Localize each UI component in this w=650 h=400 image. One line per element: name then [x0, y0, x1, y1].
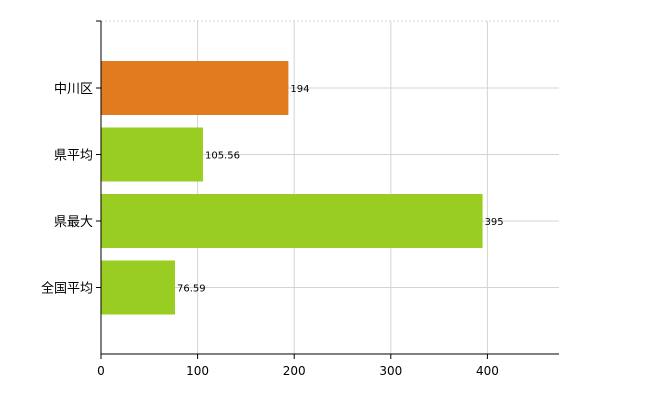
bar — [101, 260, 175, 315]
category-label: 県最大 — [54, 215, 93, 230]
data-label: 395 — [485, 217, 504, 228]
bar — [101, 194, 483, 248]
axes — [96, 20, 559, 359]
x-tick-label: 0 — [97, 364, 105, 378]
x-tick-label: 100 — [186, 364, 209, 378]
x-tick-label: 400 — [476, 364, 499, 378]
x-tick-label: 200 — [283, 364, 306, 378]
bar — [101, 61, 289, 115]
data-label: 76.59 — [177, 284, 206, 295]
category-label: 中川区 — [54, 82, 93, 97]
x-tick-label: 300 — [379, 364, 402, 378]
bar-series — [101, 61, 483, 315]
data-label: 194 — [290, 84, 309, 95]
category-label: 全国平均 — [41, 281, 93, 297]
category-label: 県平均 — [54, 149, 93, 164]
bar — [101, 127, 203, 182]
data-label: 105.56 — [205, 151, 240, 162]
